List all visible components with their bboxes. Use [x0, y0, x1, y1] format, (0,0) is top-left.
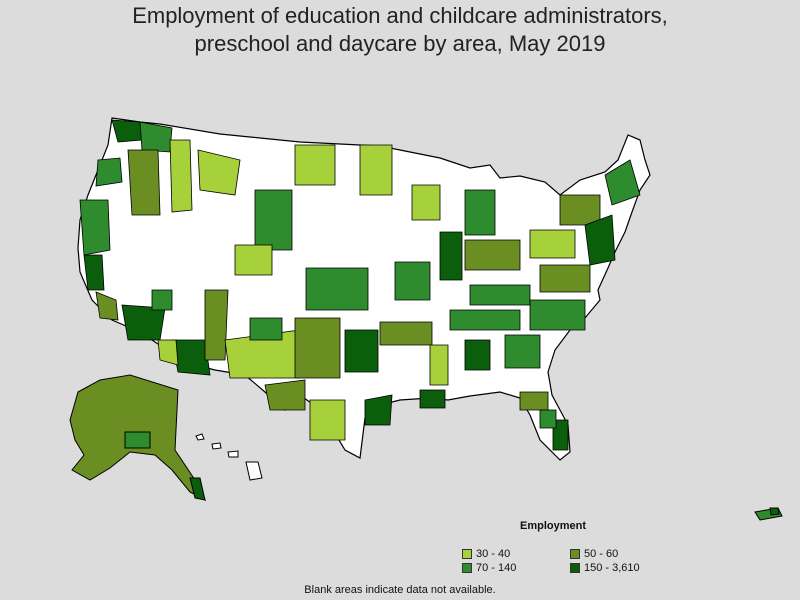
region-michigan	[464, 189, 496, 236]
region-colorado	[234, 244, 273, 276]
alaska-southeast	[189, 477, 206, 501]
puerto-rico	[754, 507, 783, 521]
region-california-bay	[83, 254, 105, 291]
employment-regions	[79, 119, 641, 451]
alaska-anchorage	[124, 431, 151, 449]
region-texas-west	[264, 379, 306, 411]
region-florida-north	[519, 391, 549, 411]
region-tennessee	[449, 309, 521, 331]
legend-item-70-140: 70 - 140	[462, 562, 516, 574]
region-missouri	[394, 261, 431, 301]
region-texas-panhandle	[294, 317, 341, 379]
legend-label-70-140: 70 - 140	[476, 562, 517, 574]
map-title-line-2: preschool and daycare by area, May 2019	[194, 31, 606, 56]
hawaii-island-2	[211, 442, 222, 450]
alaska	[69, 374, 207, 502]
region-new-york	[559, 194, 601, 226]
map-title-line-1: Employment of education and childcare ad…	[132, 3, 668, 28]
region-texas-coast	[364, 394, 393, 426]
region-dakota	[294, 144, 336, 186]
region-minnesota	[359, 144, 393, 196]
legend-swatch-70-140	[462, 563, 472, 573]
region-new-mexico-north	[249, 317, 283, 341]
region-montana-west	[197, 149, 241, 196]
footnote: Blank areas indicate data not available.	[304, 584, 496, 596]
legend-item-50-60: 50 - 60	[570, 548, 618, 560]
region-illinois	[439, 231, 463, 281]
puerto-rico-san-juan	[769, 507, 780, 516]
region-nevada	[151, 289, 173, 311]
region-mississippi	[429, 344, 449, 386]
legend-item-150-3610: 150 - 3,610	[570, 562, 640, 574]
region-oregon-east	[127, 149, 161, 216]
region-california-north	[79, 199, 111, 256]
hawaii	[195, 433, 263, 481]
region-arizona-west	[157, 339, 179, 366]
region-virginia	[539, 264, 591, 293]
legend-label-50-60: 50 - 60	[584, 548, 619, 560]
region-florida-south	[552, 419, 569, 451]
legend-swatch-150-3610	[570, 563, 580, 573]
region-carolinas	[529, 299, 586, 331]
legend-item-30-40: 30 - 40	[462, 548, 510, 560]
region-idaho	[169, 139, 193, 213]
legend-label-30-40: 30 - 40	[476, 548, 511, 560]
legend-swatch-50-60	[570, 549, 580, 559]
map-title: Employment of education and childcare ad…	[0, 2, 800, 58]
region-indiana-ohio	[464, 239, 521, 271]
region-florida-central	[539, 409, 557, 429]
legend-label-150-3610: 150 - 3,610	[584, 562, 640, 574]
region-pennsylvania	[529, 229, 576, 259]
region-oregon-west	[95, 157, 123, 187]
region-oklahoma	[379, 321, 433, 346]
region-california-central	[95, 291, 119, 321]
region-new-england	[604, 159, 641, 206]
region-northeast-corridor	[584, 214, 616, 266]
region-wisconsin	[411, 184, 441, 221]
region-texas-east	[344, 329, 379, 373]
region-alabama	[464, 339, 491, 371]
hawaii-island-3	[227, 450, 239, 458]
region-louisiana	[419, 389, 446, 409]
region-utah	[204, 289, 229, 361]
legend-title: Employment	[520, 520, 587, 532]
region-wyoming	[254, 189, 293, 251]
region-texas-central	[309, 399, 346, 441]
hawaii-island-1	[195, 433, 205, 441]
region-georgia	[504, 334, 541, 369]
legend-swatch-30-40	[462, 549, 472, 559]
region-kansas	[305, 267, 369, 311]
hawaii-island-4	[245, 461, 263, 481]
region-kentucky	[469, 284, 531, 306]
